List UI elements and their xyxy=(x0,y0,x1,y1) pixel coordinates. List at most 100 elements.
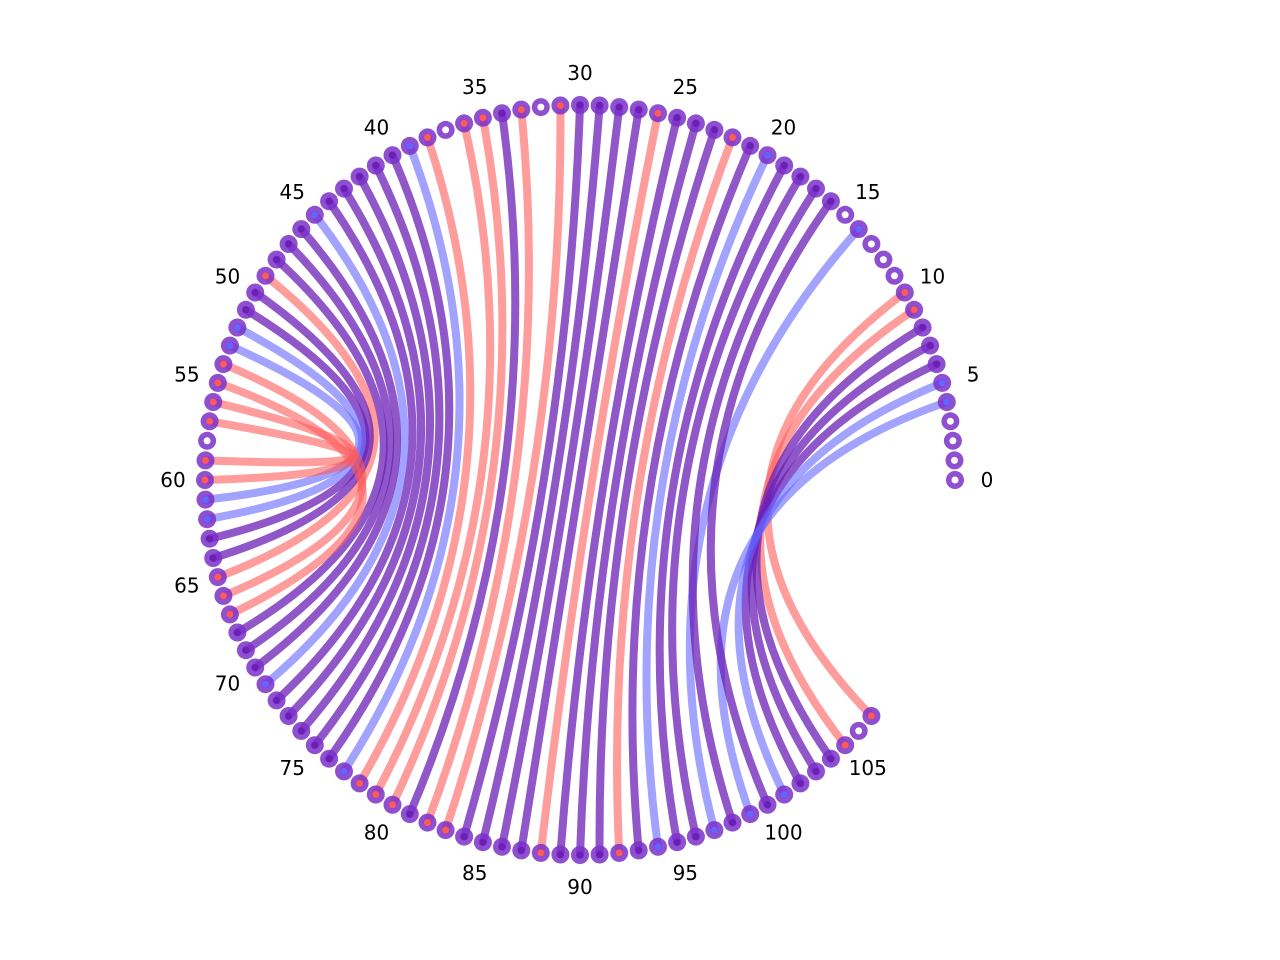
node-dot xyxy=(855,727,863,735)
node-70 xyxy=(246,658,265,677)
node-79 xyxy=(366,785,385,804)
node-label: 75 xyxy=(279,756,304,780)
node-33 xyxy=(512,100,531,119)
node-label: 100 xyxy=(764,821,802,845)
node-69 xyxy=(236,641,255,660)
node-dot xyxy=(654,109,662,117)
node-30 xyxy=(571,96,589,114)
node-dot xyxy=(855,225,863,233)
node-label: 105 xyxy=(849,756,887,780)
node-dot xyxy=(933,360,941,368)
node-label: 15 xyxy=(855,180,880,204)
node-81 xyxy=(400,805,419,824)
node-dot xyxy=(206,417,214,425)
node-dot xyxy=(827,755,835,763)
node-dot xyxy=(615,849,623,857)
node-16 xyxy=(821,192,840,211)
node-105 xyxy=(836,736,855,755)
node-35 xyxy=(473,108,492,127)
link-16-100 xyxy=(706,197,835,809)
link-53-61 xyxy=(201,341,363,504)
link-29-85 xyxy=(478,101,604,847)
node-88 xyxy=(531,843,550,862)
node-67 xyxy=(220,605,239,624)
node-26 xyxy=(649,104,667,123)
node-dot xyxy=(926,342,934,350)
node-dot xyxy=(242,306,250,314)
node-dot xyxy=(356,173,364,181)
node-dot xyxy=(729,133,736,141)
node-label: 65 xyxy=(174,573,199,597)
labels-layer: 0 5 10 15 20 25 30 35 40 45 50 55 60 65 70 75 80 85 90 95 10… xyxy=(160,61,993,899)
link-36-79 xyxy=(371,119,495,799)
node-dot xyxy=(206,535,214,543)
node-dot xyxy=(311,211,319,219)
node-dot xyxy=(867,240,875,248)
node-dot xyxy=(226,610,234,618)
node-57 xyxy=(200,412,219,431)
node-dot xyxy=(901,289,909,296)
node-dot xyxy=(827,197,835,205)
node-dot xyxy=(356,779,364,787)
node-dot xyxy=(692,833,700,841)
node-85 xyxy=(473,833,492,852)
node-dot xyxy=(891,272,898,280)
node-60 xyxy=(196,471,214,489)
node-dot xyxy=(517,106,525,114)
node-95 xyxy=(668,833,687,852)
node-dot xyxy=(938,379,946,387)
node-2 xyxy=(943,431,962,450)
node-99 xyxy=(741,805,760,824)
node-11 xyxy=(885,266,904,285)
node-10 xyxy=(895,283,914,302)
node-104 xyxy=(821,749,840,768)
node-64 xyxy=(204,549,223,567)
node-46 xyxy=(292,220,311,239)
node-label: 10 xyxy=(920,265,945,289)
node-dot xyxy=(951,476,959,484)
node-dot xyxy=(673,838,681,846)
node-dot xyxy=(209,398,217,406)
node-90 xyxy=(571,846,589,864)
node-74 xyxy=(292,721,311,740)
node-dot xyxy=(949,437,957,445)
node-dot xyxy=(576,851,584,859)
link-47-69 xyxy=(241,240,395,655)
node-dot xyxy=(910,306,918,314)
node-dot xyxy=(372,162,380,169)
node-36 xyxy=(455,114,474,133)
node-38 xyxy=(418,128,437,147)
node-dot xyxy=(203,437,211,445)
nodes-layer xyxy=(196,96,964,864)
link-18-96 xyxy=(668,172,805,841)
node-dot xyxy=(285,712,293,720)
node-32 xyxy=(531,98,550,117)
node-dot xyxy=(285,240,293,248)
node-84 xyxy=(455,827,474,846)
link-19-95 xyxy=(655,161,789,847)
link-23-91 xyxy=(595,125,719,859)
link-17-98 xyxy=(688,184,820,827)
node-dot xyxy=(389,151,396,159)
link-22-92 xyxy=(613,133,737,857)
node-dot xyxy=(576,101,584,109)
link-46-70 xyxy=(251,225,401,672)
link-49-65 xyxy=(213,271,379,582)
node-15 xyxy=(836,205,855,224)
node-dot xyxy=(424,819,431,827)
link-28-86 xyxy=(498,103,624,851)
link-40-76 xyxy=(325,151,454,763)
node-25 xyxy=(668,108,687,127)
node-94 xyxy=(649,837,667,856)
node-dot xyxy=(537,849,545,857)
link-25-89 xyxy=(556,113,682,859)
node-19 xyxy=(775,156,794,175)
node-dot xyxy=(796,779,804,787)
node-dot xyxy=(219,592,227,600)
node-dot xyxy=(219,360,227,368)
node-78 xyxy=(350,774,369,793)
node-76 xyxy=(320,749,339,768)
node-dot xyxy=(424,133,431,141)
node-47 xyxy=(279,235,298,253)
